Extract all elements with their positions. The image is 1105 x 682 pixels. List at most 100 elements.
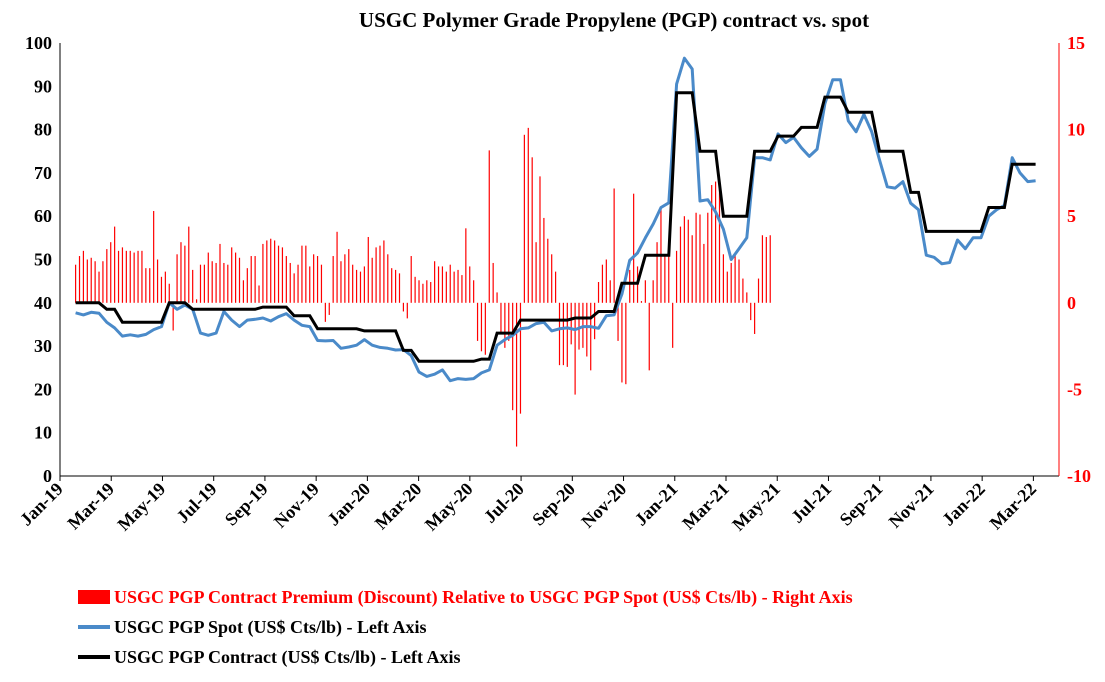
premium-bar: [160, 276, 163, 303]
premium-bar: [235, 252, 237, 303]
premium-bar: [761, 235, 764, 303]
legend-label-contract: USGC PGP Contract (US$ Cts/lb) - Left Ax…: [114, 646, 461, 667]
premium-bar: [633, 193, 635, 303]
premium-bar: [601, 264, 604, 303]
premium-bar: [223, 262, 225, 303]
x-tick-label: Nov-20: [577, 479, 630, 532]
premium-bar: [168, 283, 170, 303]
premium-bar: [562, 302, 565, 366]
premium-bar: [687, 219, 689, 303]
premium-bar: [535, 242, 537, 303]
x-tick-label: Sep-21: [836, 479, 887, 530]
x-tick-label: May-20: [421, 479, 477, 535]
x-tick-label: Nov-19: [270, 479, 323, 532]
premium-bar: [519, 302, 522, 414]
premium-bar: [441, 266, 444, 303]
left-tick-label: 10: [34, 423, 52, 443]
premium-bar: [757, 278, 760, 303]
premium-bar: [293, 273, 295, 303]
premium-bar: [609, 280, 611, 303]
premium-bar: [691, 235, 693, 303]
premium-bar: [734, 252, 736, 303]
premium-bar: [359, 271, 362, 303]
premium-bar: [379, 245, 381, 303]
premium-bar: [145, 268, 147, 303]
legend-item-premium: USGC PGP Contract Premium (Discount) Rel…: [78, 582, 853, 612]
premium-bar: [586, 302, 588, 357]
premium-bar: [102, 261, 104, 303]
x-tick-label: Jan-22: [938, 479, 989, 530]
left-axis-ticks: 0 10 20 30 40 50 60 70 80 90 100: [25, 33, 52, 486]
axes: [59, 43, 1060, 477]
left-tick-label: 0: [43, 466, 52, 486]
premium-bar: [153, 211, 155, 303]
right-tick-label: 10: [1067, 120, 1085, 140]
premium-bar: [679, 226, 682, 303]
legend-swatch-contract: [78, 655, 110, 659]
premium-bar: [266, 240, 268, 303]
x-tick-label: May-21: [728, 479, 784, 535]
x-tick-label: Sep-19: [221, 479, 272, 530]
left-tick-label: 70: [34, 163, 52, 183]
premium-bar: [418, 280, 420, 303]
premium-bar: [242, 280, 245, 303]
premium-bar: [281, 247, 284, 303]
premium-bar: [672, 302, 674, 348]
premium-bar: [605, 259, 607, 303]
contract-price-line: [75, 91, 1036, 363]
premium-bar: [125, 250, 127, 303]
premium-bar: [742, 278, 744, 303]
premium-bar: [254, 256, 256, 303]
premium-bar: [250, 256, 252, 303]
premium-bar: [309, 266, 311, 303]
premium-bar: [722, 254, 724, 303]
premium-bar: [539, 176, 541, 303]
premium-bar: [512, 302, 514, 411]
right-tick-label: 15: [1067, 33, 1085, 53]
left-tick-label: 100: [25, 33, 52, 53]
x-tick-label: Jul-19: [172, 479, 220, 527]
premium-bar: [176, 254, 178, 303]
premium-bar: [258, 285, 260, 303]
premium-bar: [769, 235, 771, 303]
premium-bar: [754, 302, 756, 334]
premium-bar: [488, 150, 490, 303]
x-tick-label: Jan-19: [16, 479, 67, 530]
spot-price-line: [75, 56, 1036, 383]
premium-bar: [597, 282, 600, 303]
premium-bar: [238, 257, 241, 303]
legend: USGC PGP Contract Premium (Discount) Rel…: [78, 582, 853, 672]
premium-bar: [574, 302, 576, 395]
premium-bar: [473, 280, 475, 303]
premium-bar: [203, 264, 205, 303]
left-tick-label: 80: [34, 120, 52, 140]
premium-bar: [465, 228, 467, 303]
premium-bar: [164, 271, 166, 303]
premium-bar: [714, 181, 717, 303]
premium-bar: [570, 302, 572, 345]
premium-bar: [480, 302, 483, 352]
premium-bar: [504, 302, 506, 348]
premium-bar: [301, 245, 303, 303]
premium-bar: [625, 302, 627, 385]
x-tick-label: Jul-20: [480, 479, 528, 527]
premium-bar: [652, 280, 654, 303]
premium-bar: [297, 264, 299, 303]
premium-bar: [648, 302, 650, 371]
premium-bar: [340, 261, 342, 303]
premium-bar: [765, 236, 767, 303]
left-tick-label: 20: [34, 379, 52, 399]
premium-bar: [629, 269, 631, 303]
right-tick-label: -5: [1067, 379, 1082, 399]
premium-bar: [594, 302, 596, 340]
premium-bar: [543, 217, 545, 303]
premium-bar: [551, 254, 553, 303]
premium-bar: [215, 262, 217, 303]
premium-bar: [508, 302, 510, 341]
premium-bar: [675, 250, 678, 303]
premium-bar: [383, 240, 385, 303]
premium-bars: [75, 127, 771, 447]
premium-bar: [738, 259, 740, 303]
